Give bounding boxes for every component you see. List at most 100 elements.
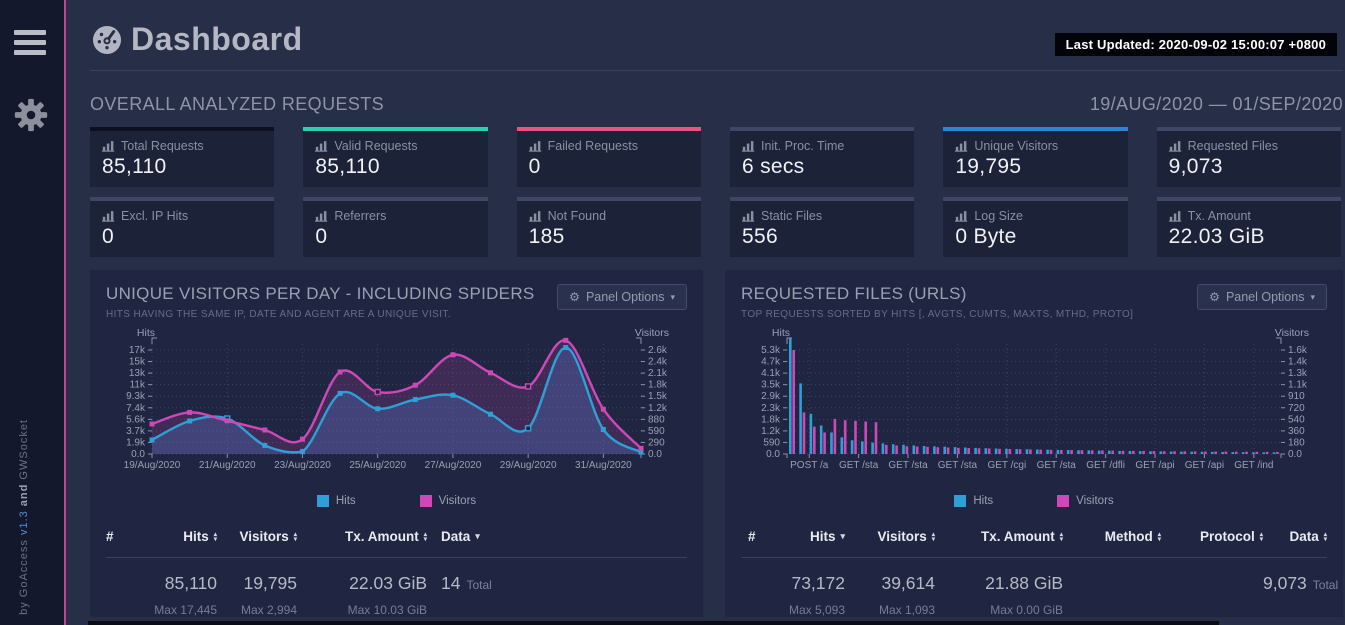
date-range: 19/AUG/2020 — 01/SEP/2020	[1089, 94, 1343, 114]
bar-chart-icon	[955, 210, 968, 222]
svg-text:880: 880	[648, 414, 665, 425]
svg-text:27/Aug/2020: 27/Aug/2020	[425, 460, 482, 471]
stat-card-log-size: Log Size 0 Byte	[943, 197, 1128, 257]
bar-chart-icon	[742, 140, 755, 152]
stat-card-static-files: Static Files 556	[729, 197, 915, 257]
legend-item-visitors[interactable]: Visitors	[1057, 493, 1114, 509]
svg-text:21/Aug/2020: 21/Aug/2020	[199, 460, 256, 471]
svg-text:0.0: 0.0	[648, 449, 662, 460]
svg-text:1.5k: 1.5k	[648, 391, 668, 402]
svg-text:910: 910	[1288, 391, 1305, 402]
sort-icon: ▴ ▾	[293, 530, 297, 543]
hits-swatch	[954, 495, 967, 507]
svg-text:360: 360	[1288, 426, 1305, 437]
svg-text:180: 180	[1288, 437, 1305, 448]
col-header-tx-amount[interactable]: Tx. Amount ▴ ▾	[344, 529, 427, 544]
bottom-strip	[88, 621, 1219, 625]
bar-chart-icon	[529, 210, 542, 222]
credit-text: by GoAccess v1.3 and GWSocket	[18, 419, 30, 615]
svg-text:GET /sta: GET /sta	[888, 460, 928, 471]
main-content: Dashboard Last Updated: 2020-09-02 15:00…	[66, 0, 1345, 625]
svg-text:0.0: 0.0	[766, 449, 780, 460]
col-header-data[interactable]: Data ▴ ▾	[1289, 529, 1327, 544]
svg-text:GET /sta: GET /sta	[938, 460, 978, 471]
dashboard-gauge-icon	[92, 25, 122, 54]
svg-text:7.4k: 7.4k	[126, 403, 146, 414]
col-header-data[interactable]: Data ▾	[441, 529, 480, 544]
svg-text:1.2k: 1.2k	[761, 426, 781, 437]
svg-text:31/Aug/2020: 31/Aug/2020	[575, 460, 632, 471]
svg-text:17k: 17k	[129, 345, 146, 356]
svg-text:2.9k: 2.9k	[761, 391, 781, 402]
col-header-method[interactable]: Method ▴ ▾	[1104, 529, 1161, 544]
col-header-index: #	[106, 529, 114, 544]
svg-text:2.3k: 2.3k	[761, 403, 781, 414]
svg-text:540: 540	[1288, 414, 1305, 425]
svg-text:290: 290	[648, 437, 665, 448]
svg-text:GET /api: GET /api	[1135, 460, 1174, 471]
totals-row: 85,110 19,795 22.03 GiB 14 Total	[164, 573, 492, 593]
col-header-hits[interactable]: Hits ▴ ▾	[183, 529, 217, 544]
sort-icon: ▾	[475, 531, 480, 541]
legend-item-visitors[interactable]: Visitors	[419, 493, 476, 509]
col-header-protocol[interactable]: Protocol ▴ ▾	[1199, 529, 1263, 544]
sort-icon: ▴ ▾	[1157, 530, 1161, 543]
col-header-hits[interactable]: Hits ▾	[809, 529, 845, 544]
svg-text:2.1k: 2.1k	[648, 368, 668, 379]
stat-card-failed-requests: Failed Requests 0	[516, 127, 701, 187]
hamburger-menu-icon[interactable]	[14, 30, 46, 60]
sort-icon: ▴ ▾	[931, 530, 935, 543]
svg-text:GET /cgi: GET /cgi	[987, 460, 1026, 471]
chevron-down-icon: ▾	[670, 291, 675, 302]
svg-text:Visitors: Visitors	[635, 328, 669, 339]
svg-text:13k: 13k	[129, 368, 146, 379]
stat-card-total-requests: Total Requests 85,110	[90, 127, 275, 187]
bar-chart-icon	[315, 210, 328, 222]
panel-title: UNIQUE VISITORS PER DAY - INCLUDING SPID…	[106, 284, 535, 303]
bar-chart-icon	[102, 140, 115, 152]
panel-requested-files: REQUESTED FILES (URLS) TOP REQUESTS SORT…	[725, 270, 1343, 617]
last-updated-badge: Last Updated: 2020-09-02 15:00:07 +0800	[1054, 33, 1337, 56]
section-title: OVERALL ANALYZED REQUESTS	[90, 94, 385, 114]
svg-text:2.4k: 2.4k	[648, 357, 668, 368]
sidebar: by GoAccess v1.3 and GWSocket	[0, 0, 64, 625]
svg-text:5.6k: 5.6k	[126, 414, 146, 425]
panel-options-button[interactable]: ⚙ Panel Options ▾	[557, 284, 687, 310]
stat-card-not-found: Not Found 185	[516, 197, 701, 257]
chart-legend: Hits Visitors	[741, 493, 1327, 509]
legend-item-hits[interactable]: Hits	[316, 493, 356, 509]
sort-icon: ▴ ▾	[1323, 530, 1327, 543]
settings-gear-icon[interactable]	[12, 96, 50, 134]
panel-options-button[interactable]: ⚙ Panel Options ▾	[1197, 284, 1327, 310]
hits-swatch	[316, 495, 329, 507]
page-header: Dashboard Last Updated: 2020-09-02 15:00…	[90, 0, 1345, 70]
goaccess-version-link[interactable]: v1.3	[18, 510, 30, 536]
totals-row: 73,172 39,614 21.88 GiB 9,073 Total	[791, 573, 1339, 593]
stat-card-init-proc-time: Init. Proc. Time 6 secs	[729, 127, 915, 187]
svg-text:29/Aug/2020: 29/Aug/2020	[500, 460, 557, 471]
col-header-visitors[interactable]: Visitors ▴ ▾	[877, 529, 935, 544]
header-divider	[90, 70, 1343, 71]
col-header-tx-amount[interactable]: Tx. Amount ▴ ▾	[980, 529, 1063, 544]
max-row: Max 5,093 Max 1,093 Max 0.00 GiB	[788, 603, 1063, 617]
sort-icon: ▾	[840, 531, 845, 541]
sort-icon: ▴ ▾	[423, 530, 427, 543]
svg-text:3.7k: 3.7k	[126, 426, 146, 437]
visitors-table: # Hits ▴ ▾ Visitors ▴ ▾ Tx. Amount ▴ ▾ Data ▾ 8…	[106, 519, 687, 617]
visitors-swatch	[419, 495, 432, 507]
stat-card-tx-amount: Tx. Amount 22.03 GiB	[1156, 197, 1341, 257]
svg-text:1.8k: 1.8k	[648, 380, 668, 391]
sort-icon: ▴ ▾	[1059, 530, 1063, 543]
legend-item-hits[interactable]: Hits	[954, 493, 993, 509]
stat-card-valid-requests: Valid Requests 85,110	[303, 127, 488, 187]
svg-text:GET /api: GET /api	[1185, 460, 1224, 471]
svg-text:GET /sta: GET /sta	[1037, 460, 1077, 471]
svg-text:1.6k: 1.6k	[1288, 345, 1308, 356]
svg-text:23/Aug/2020: 23/Aug/2020	[274, 460, 331, 471]
bar-chart-icon	[315, 140, 328, 152]
chart-legend: Hits Visitors	[106, 493, 687, 509]
bar-chart-icon	[1169, 140, 1182, 152]
svg-text:9.3k: 9.3k	[126, 391, 146, 402]
gear-icon: ⚙	[1209, 290, 1220, 304]
col-header-visitors[interactable]: Visitors ▴ ▾	[239, 529, 297, 544]
